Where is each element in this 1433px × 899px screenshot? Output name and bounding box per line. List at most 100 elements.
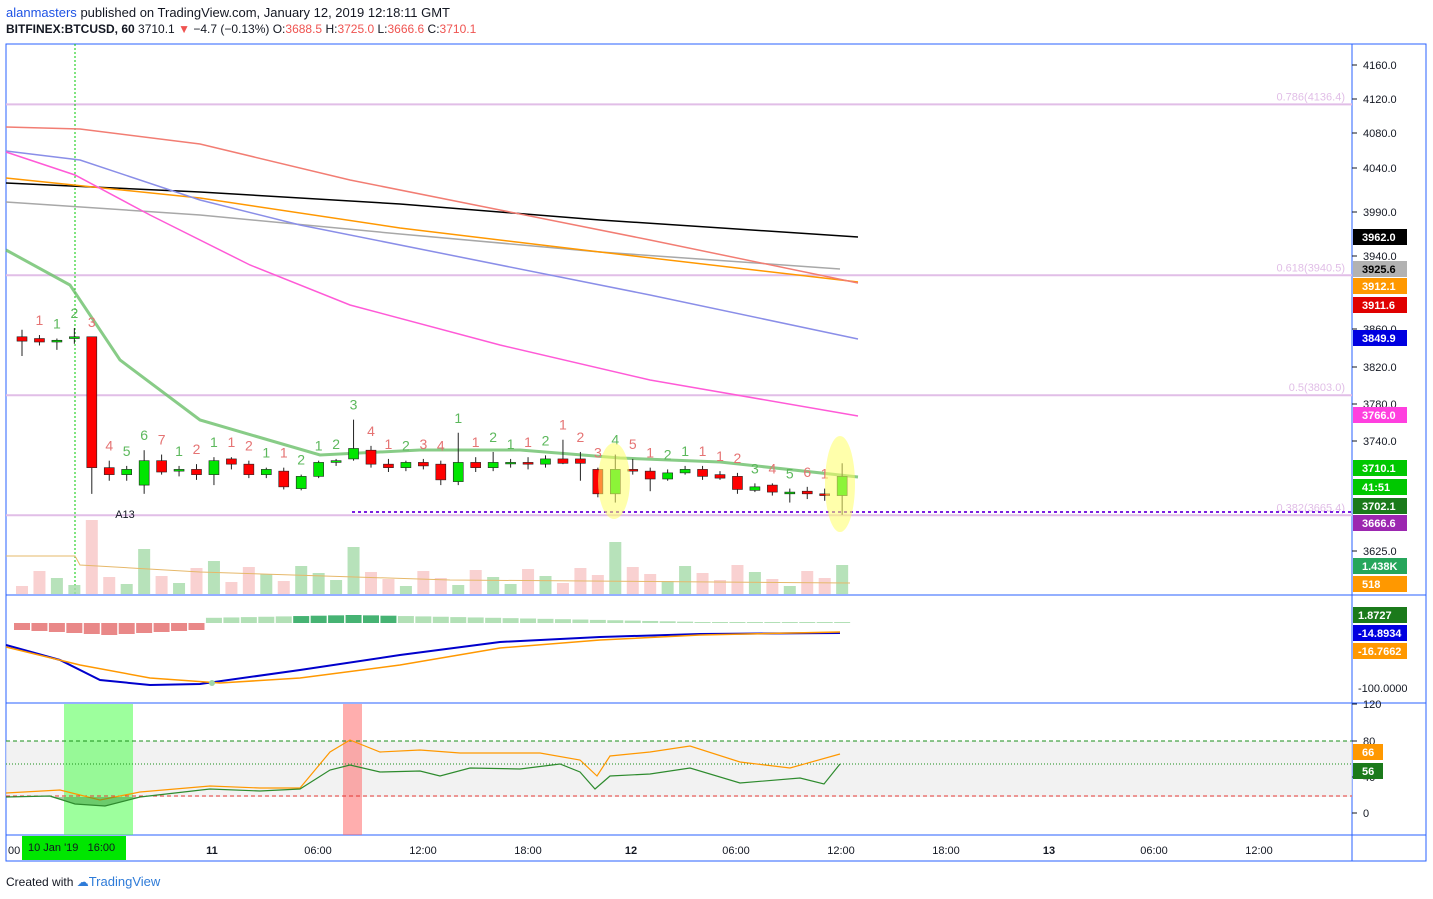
td-count-label: 1 [559, 417, 567, 433]
osc-histogram-bar [66, 623, 83, 633]
rsi-axis-label: 120 [1363, 699, 1381, 711]
osc-histogram-bar [799, 622, 816, 623]
volume-bar [679, 566, 692, 594]
price-tag-label: 3912.1 [1362, 281, 1396, 293]
osc-histogram-bar [746, 622, 763, 623]
candle-body [801, 490, 813, 495]
td-count-label: 1 [385, 436, 393, 452]
volume-bar [347, 547, 360, 594]
osc-histogram-bar [467, 617, 484, 623]
td-count-label: 1 [681, 443, 689, 459]
osc-histogram-bar [31, 623, 48, 631]
volume-bar [242, 567, 255, 594]
td-count-label: 1 [53, 316, 61, 332]
td-count-label: 4 [611, 432, 619, 448]
volume-bar [714, 580, 726, 594]
price-tag-bg [1353, 515, 1407, 531]
price-pane-frame [5, 43, 1427, 862]
candle-body [86, 336, 98, 468]
price-tag-bg [1353, 558, 1407, 574]
osc-tag-label: -14.8934 [1358, 628, 1402, 640]
volume-bar [487, 577, 500, 594]
td-count-label: 1 [699, 443, 707, 459]
time-axis-label: 06:00 [1140, 845, 1168, 857]
fib-label: 0.5(3803.0) [1289, 382, 1345, 394]
osc-cross-marker [209, 680, 215, 686]
fib-label: 0.786(4136.4) [1277, 91, 1346, 103]
osc-histogram-bar [397, 616, 414, 623]
candle-body [487, 462, 499, 468]
osc-histogram-bar [293, 616, 310, 623]
time-axis-label: 12:00 [827, 845, 855, 857]
price-axis-label: 3940.0 [1363, 251, 1397, 263]
volume-bar [766, 579, 779, 594]
price-tag-bg [1353, 229, 1407, 245]
volume-bar [277, 581, 290, 594]
volume-bar [155, 576, 168, 594]
volume-bar [469, 570, 482, 594]
candle-body [16, 336, 28, 342]
td-count-label: 3 [594, 445, 602, 461]
volume-bar [33, 571, 46, 594]
author-link[interactable]: alanmasters [6, 5, 77, 20]
price-axis-label: 4080.0 [1363, 128, 1397, 140]
rsi-highlight-green [64, 704, 133, 835]
candle-body [191, 469, 202, 475]
fib-label: 0.382(3665.4) [1277, 502, 1346, 514]
volume-bar [626, 567, 639, 594]
volume-bar [399, 586, 412, 594]
low-label: L: [377, 22, 388, 36]
price-tag-bg [1353, 278, 1407, 294]
candle-body [767, 484, 778, 493]
td-count-label: 1 [210, 434, 218, 450]
candle-body [121, 469, 132, 475]
osc-histogram-bar [101, 623, 118, 635]
price-tag-bg [1353, 479, 1407, 495]
candle-body [243, 463, 255, 475]
tradingview-brand[interactable]: TradingView [88, 874, 161, 889]
volume-bar [312, 573, 325, 594]
td-count-label: 6 [803, 464, 811, 480]
osc-tag-bg [1353, 607, 1407, 623]
osc-axis-label: -100.0000 [1358, 683, 1408, 695]
open-label: O: [272, 22, 286, 36]
sma-50-line [5, 150, 859, 340]
candle-body [226, 458, 237, 465]
td-count-label: 1 [716, 448, 724, 464]
time-axis-label: 18:00 [514, 845, 542, 857]
candle-body [784, 491, 796, 495]
osc-histogram-bar [712, 622, 728, 623]
osc-histogram-bar [171, 623, 188, 631]
rsi-tag-label: 66 [1362, 747, 1374, 759]
osc-histogram-bar [520, 618, 537, 623]
osc-histogram-bar [188, 623, 205, 630]
ema-20-line [5, 248, 859, 479]
candle-body [173, 469, 185, 472]
price-axis-label: 3990.0 [1363, 207, 1397, 219]
price-tag-label: 3849.9 [1362, 333, 1396, 345]
volume-bar [783, 586, 796, 594]
osc-histogram-bar [572, 619, 589, 623]
td-count-label: 1 [262, 445, 270, 461]
price-tag-bg [1353, 261, 1407, 277]
symbol-name[interactable]: BITFINEX:BTCUSD, 60 [6, 22, 135, 36]
ema-50-line [5, 151, 859, 417]
price-tag-label: 1.438K [1362, 561, 1398, 573]
osc-histogram-bar [607, 620, 624, 623]
ema-200-line [5, 126, 859, 284]
volume-bar [173, 583, 186, 594]
price-axis-label: 4040.0 [1363, 163, 1397, 175]
volume-bar [207, 561, 220, 594]
candle-body [749, 486, 761, 491]
osc-histogram-bar [554, 619, 571, 623]
osc-histogram-bar [642, 620, 659, 623]
osc-histogram-bar [380, 615, 397, 623]
osc-histogram-bar [118, 623, 135, 634]
osc-histogram-bar [223, 617, 240, 623]
osc-histogram-bar [537, 618, 554, 623]
annotation-label: A13 [115, 509, 135, 521]
volume-bar [522, 569, 535, 594]
td-count-label: 2 [402, 438, 410, 454]
osc-histogram-bar [589, 619, 606, 623]
